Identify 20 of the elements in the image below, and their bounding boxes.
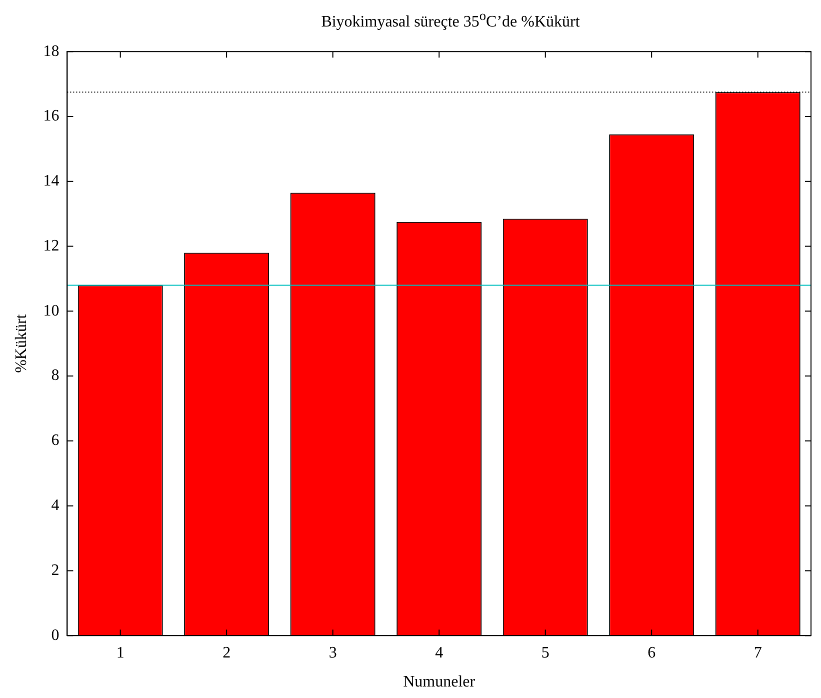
y-tick-label: 0 (51, 626, 60, 644)
y-tick-label: 12 (43, 237, 60, 254)
y-tick-label: 16 (43, 108, 60, 125)
chart-title: Biyokimyasal süreçte 35$^{o}$C’de %Kükürt (320, 8, 581, 32)
x-axis-title: Numuneler (403, 674, 476, 691)
y-tick-label: 14 (43, 172, 60, 190)
y-tick-label: 2 (51, 562, 60, 579)
x-tick-label: 6 (648, 644, 656, 662)
y-tick-label: 6 (51, 432, 60, 450)
y-tick-label: 10 (43, 302, 60, 320)
y-tick-label: 4 (51, 497, 60, 514)
y-tick-label: 8 (51, 367, 60, 384)
x-tick-label: 5 (541, 644, 550, 662)
y-axis-title: %Kükürt (12, 314, 30, 373)
x-tick-label: 3 (328, 644, 337, 662)
x-tick-label: 1 (116, 644, 124, 662)
x-tick-label: 4 (435, 644, 444, 662)
x-tick-label: 7 (754, 644, 762, 662)
y-tick-label: 18 (43, 42, 60, 60)
x-tick-label: 2 (222, 644, 231, 662)
